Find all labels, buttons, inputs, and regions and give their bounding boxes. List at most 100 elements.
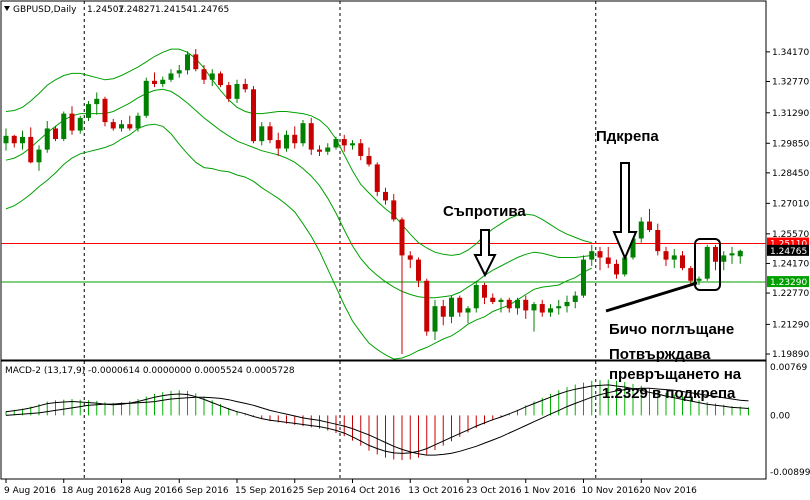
- engulfing-label-4: 1.2329 в подкрепа: [602, 385, 736, 402]
- candle: [490, 293, 496, 305]
- candle: [325, 143, 331, 155]
- candle-body: [36, 149, 42, 163]
- candle: [696, 276, 702, 286]
- candle-body: [300, 123, 306, 144]
- candle-body: [581, 259, 586, 296]
- candle: [407, 251, 413, 269]
- macd-panel-frame: [0, 360, 767, 480]
- candle: [176, 64, 182, 78]
- candle-body: [671, 255, 677, 260]
- header-high: 1.24827: [118, 5, 155, 15]
- candle: [391, 194, 397, 222]
- candle-body: [259, 126, 265, 142]
- candle: [36, 145, 42, 171]
- candle-body: [473, 285, 479, 309]
- candle: [366, 147, 372, 167]
- candle-body: [399, 219, 405, 256]
- x-tick-label: 4 Oct 2016: [351, 486, 401, 496]
- candle: [209, 69, 215, 87]
- candle: [94, 92, 100, 115]
- candle-body: [647, 221, 652, 231]
- candle: [317, 145, 322, 156]
- candle: [102, 96, 108, 127]
- candle: [440, 299, 446, 326]
- macd-tick-label: 0.00: [770, 411, 790, 421]
- candle: [564, 295, 570, 313]
- candle: [704, 244, 710, 281]
- candle: [655, 223, 661, 256]
- candle-body: [209, 73, 215, 80]
- candle: [473, 280, 479, 313]
- candle-body: [94, 98, 100, 105]
- candle-body: [523, 299, 529, 311]
- candle: [589, 244, 595, 266]
- header-symbol: GBPUSD,Daily: [13, 5, 77, 15]
- macd-tick-label: -0.00899: [770, 468, 810, 478]
- candle-body: [482, 285, 487, 298]
- bollinger-lower-line: [5, 123, 593, 360]
- candle: [267, 122, 273, 144]
- candle-body: [638, 221, 644, 239]
- resistance-label: Съпротива: [443, 203, 526, 220]
- candle: [168, 69, 174, 82]
- candle-body: [729, 253, 735, 256]
- candle-body: [713, 246, 718, 262]
- x-tick-label: 25 Sep 2016: [293, 486, 350, 496]
- candle-body: [44, 128, 50, 150]
- candle-body: [391, 200, 397, 220]
- candle-body: [366, 155, 372, 165]
- x-tick-label: 15 Sep 2016: [235, 486, 292, 496]
- header-close: 1.24765: [192, 5, 229, 15]
- candle-body: [572, 295, 578, 302]
- candle: [737, 249, 743, 264]
- candle: [350, 140, 355, 150]
- candle-body: [201, 69, 207, 80]
- candle-body: [127, 124, 133, 129]
- candle: [416, 257, 421, 288]
- candle-body: [597, 251, 603, 258]
- engulfing-label-1: Бичо поглъщане: [609, 321, 734, 338]
- candle-body: [696, 278, 702, 281]
- candle: [539, 299, 545, 317]
- candle-body: [102, 98, 108, 123]
- y-tick-label: 1.28450: [772, 169, 809, 179]
- candle: [614, 259, 619, 279]
- candle: [688, 265, 694, 286]
- y-tick-label: 1.29850: [772, 139, 809, 149]
- x-tick-label: 23 Oct 2016: [466, 486, 522, 496]
- candle: [86, 100, 91, 122]
- candle: [341, 134, 347, 152]
- candle: [680, 251, 685, 271]
- engulfing-annotation: Бичо поглъщане Потвърждава превръщането …: [602, 238, 742, 402]
- candle: [242, 78, 248, 93]
- x-tick-label: 28 Aug 2016: [120, 486, 178, 496]
- candle: [135, 112, 141, 132]
- candle-body: [614, 263, 619, 275]
- candle-body: [515, 299, 520, 309]
- price-horizontal-lines: [1, 243, 766, 283]
- candle-body: [226, 85, 232, 99]
- candle-body: [77, 117, 83, 131]
- resistance-annotation: Съпротива: [443, 203, 526, 278]
- candle-body: [374, 164, 380, 192]
- candle-body: [424, 280, 430, 332]
- candle-body: [407, 255, 413, 260]
- date-x-axis: 9 Aug 2016 18 Aug 2016 28 Aug 2016 6 Sep 20…: [4, 479, 697, 496]
- x-tick-label: 18 Aug 2016: [62, 486, 120, 496]
- candle-body: [350, 143, 355, 146]
- candle: [77, 115, 83, 134]
- candle: [201, 64, 207, 85]
- x-tick-label: 9 Aug 2016: [4, 486, 56, 496]
- candle-body: [605, 257, 611, 264]
- candle-body: [308, 123, 314, 150]
- candle-body: [176, 70, 182, 74]
- candle-body: [193, 54, 199, 70]
- y-tick-label: 1.34170: [772, 48, 809, 58]
- candle-body: [152, 80, 157, 85]
- candle: [498, 297, 504, 313]
- candle-body: [110, 122, 116, 129]
- candle: [218, 71, 223, 88]
- candle: [119, 119, 124, 132]
